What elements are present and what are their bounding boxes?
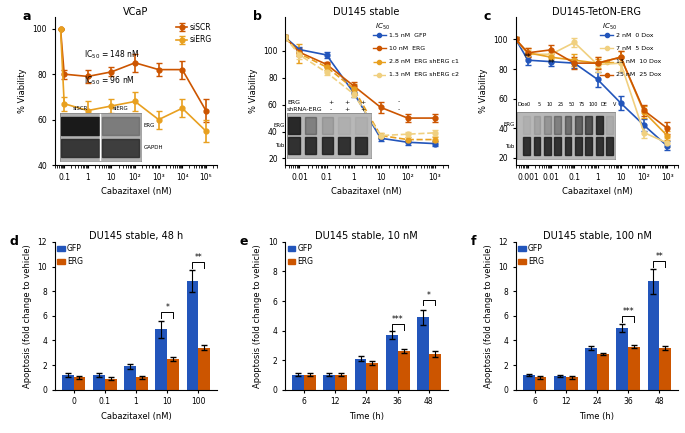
Bar xyxy=(585,348,597,390)
Text: 2.8 nM  ERG shERG c1: 2.8 nM ERG shERG c1 xyxy=(389,59,459,64)
Bar xyxy=(73,378,86,390)
Bar xyxy=(93,375,105,390)
Text: IC$_{50}$: IC$_{50}$ xyxy=(375,22,390,32)
Bar xyxy=(366,363,378,390)
Y-axis label: % Viability: % Viability xyxy=(249,69,258,113)
Title: VCaP: VCaP xyxy=(123,6,149,16)
Text: 7 nM  5 Dox: 7 nM 5 Dox xyxy=(616,46,654,51)
Text: **: ** xyxy=(195,253,202,262)
Bar xyxy=(105,378,116,390)
Text: *: * xyxy=(165,304,169,312)
Text: 25 nM  25 Dox: 25 nM 25 Dox xyxy=(616,72,662,78)
Text: 75: 75 xyxy=(579,102,585,107)
Text: IC$_{50}$: IC$_{50}$ xyxy=(602,22,616,32)
Text: -: - xyxy=(398,100,400,105)
Bar xyxy=(167,359,179,390)
Bar xyxy=(534,378,547,390)
Bar xyxy=(566,378,577,390)
Text: 100: 100 xyxy=(588,102,597,107)
Text: V: V xyxy=(613,102,616,107)
Text: IC$_{50}$ = 148 nM: IC$_{50}$ = 148 nM xyxy=(84,48,140,61)
Bar xyxy=(597,354,609,390)
Title: DU145 stable, 10 nM: DU145 stable, 10 nM xyxy=(315,231,418,241)
Bar xyxy=(155,330,167,390)
Bar xyxy=(199,348,210,390)
Bar xyxy=(62,375,73,390)
Text: d: d xyxy=(10,235,18,248)
Bar xyxy=(417,317,429,390)
Text: ERG: ERG xyxy=(287,100,300,105)
Bar xyxy=(386,335,398,390)
Text: e: e xyxy=(240,235,249,248)
X-axis label: Time (h): Time (h) xyxy=(349,412,384,421)
Text: -: - xyxy=(329,107,332,112)
Text: ***: *** xyxy=(392,315,403,324)
Bar xyxy=(304,375,316,390)
Bar xyxy=(124,366,136,390)
Bar xyxy=(398,351,410,390)
Y-axis label: Apoptosis (fold change to vehicle): Apoptosis (fold change to vehicle) xyxy=(253,244,262,388)
Legend: GFP, ERG: GFP, ERG xyxy=(287,243,314,267)
X-axis label: Cabazitaxel (nM): Cabazitaxel (nM) xyxy=(101,412,171,421)
Bar xyxy=(628,346,640,390)
Text: **: ** xyxy=(656,252,663,261)
Legend: GFP, ERG: GFP, ERG xyxy=(56,243,84,267)
Text: IC$_{50}$ = 96 nM: IC$_{50}$ = 96 nM xyxy=(84,75,135,87)
Text: +: + xyxy=(345,107,349,112)
Text: 2 nM  0 Dox: 2 nM 0 Dox xyxy=(616,32,654,38)
Title: DU145 stable, 100 nM: DU145 stable, 100 nM xyxy=(543,231,651,241)
Bar xyxy=(355,359,366,390)
Text: shRNA-ERG: shRNA-ERG xyxy=(287,107,323,112)
Text: a: a xyxy=(23,10,31,23)
Y-axis label: Apoptosis (fold change to vehicle): Apoptosis (fold change to vehicle) xyxy=(23,244,32,388)
Title: DU145 stable, 48 h: DU145 stable, 48 h xyxy=(89,231,183,241)
Y-axis label: % Viability: % Viability xyxy=(18,69,27,113)
X-axis label: Cabazitaxel (nM): Cabazitaxel (nM) xyxy=(331,187,402,196)
Text: -: - xyxy=(398,107,400,112)
Text: DE: DE xyxy=(600,102,607,107)
Text: 5: 5 xyxy=(537,102,540,107)
Y-axis label: % Viability: % Viability xyxy=(479,69,488,113)
Y-axis label: Apoptosis (fold change to vehicle): Apoptosis (fold change to vehicle) xyxy=(484,244,493,388)
Legend: GFP, ERG: GFP, ERG xyxy=(517,243,545,267)
X-axis label: Time (h): Time (h) xyxy=(580,412,614,421)
Text: 50: 50 xyxy=(568,102,575,107)
Text: 1.5 nM  GFP: 1.5 nM GFP xyxy=(389,32,427,38)
Text: 10 nM  ERG: 10 nM ERG xyxy=(389,46,425,51)
Text: ***: *** xyxy=(623,307,634,316)
Bar xyxy=(136,378,148,390)
Text: +: + xyxy=(360,107,366,112)
Bar xyxy=(186,281,199,390)
Text: +: + xyxy=(345,100,349,105)
Legend: siSCR, siERG: siSCR, siERG xyxy=(174,21,213,46)
Text: +: + xyxy=(328,100,334,105)
Text: f: f xyxy=(471,235,476,248)
Text: **: ** xyxy=(547,59,555,68)
Bar xyxy=(554,376,566,390)
Text: *: * xyxy=(427,291,431,300)
Title: DU145 stable: DU145 stable xyxy=(334,6,399,16)
Bar xyxy=(660,348,671,390)
Bar xyxy=(335,375,347,390)
X-axis label: Cabazitaxel (nM): Cabazitaxel (nM) xyxy=(562,187,632,196)
Title: DU145-TetON-ERG: DU145-TetON-ERG xyxy=(553,6,641,16)
Bar xyxy=(292,375,304,390)
Text: +: + xyxy=(360,100,366,105)
Text: 25: 25 xyxy=(558,102,564,107)
Bar xyxy=(429,354,440,390)
X-axis label: Cabazitaxel (nM): Cabazitaxel (nM) xyxy=(101,187,171,196)
Bar xyxy=(523,375,534,390)
Text: c: c xyxy=(484,10,490,23)
Text: **: ** xyxy=(524,53,532,62)
Text: 13 nM  10 Dox: 13 nM 10 Dox xyxy=(616,59,662,64)
Bar xyxy=(616,328,628,390)
Text: 0: 0 xyxy=(527,102,530,107)
Bar xyxy=(647,281,660,390)
Text: Dox: Dox xyxy=(517,102,528,107)
Text: b: b xyxy=(253,10,262,23)
Bar xyxy=(323,375,335,390)
Text: 10: 10 xyxy=(547,102,553,107)
Text: 1.3 nM  ERG shERG c2: 1.3 nM ERG shERG c2 xyxy=(389,72,459,78)
